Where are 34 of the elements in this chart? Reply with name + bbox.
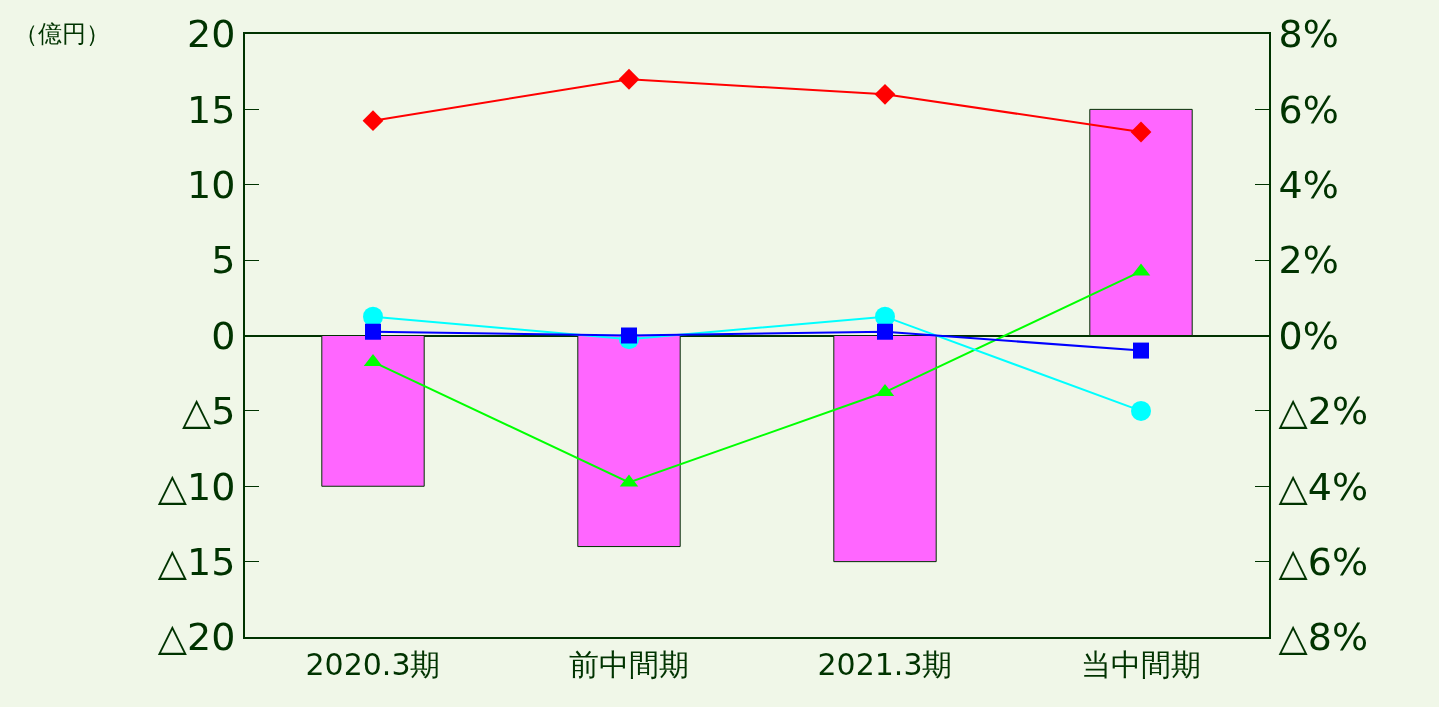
y-tick-label: 0 bbox=[211, 313, 236, 358]
point bbox=[1130, 121, 1152, 143]
point bbox=[877, 323, 893, 340]
y2-tick-label: 6% bbox=[1278, 87, 1339, 132]
point bbox=[1131, 400, 1151, 421]
y2-tick-label: 2% bbox=[1278, 238, 1339, 283]
y2-tick-label: △4% bbox=[1278, 464, 1369, 509]
y2-tick-label: △6% bbox=[1278, 539, 1369, 584]
point bbox=[363, 306, 383, 327]
y2-tick-label: △2% bbox=[1278, 389, 1369, 434]
point bbox=[621, 327, 637, 344]
y-tick-label: △10 bbox=[157, 464, 236, 509]
y-tick-label: 15 bbox=[187, 87, 236, 132]
text: （億円） bbox=[14, 20, 110, 48]
x-tick-label: 2021.3期 bbox=[817, 647, 953, 682]
x-tick-label: 2020.3期 bbox=[305, 647, 441, 682]
x-tick-label: 当中間期 bbox=[1081, 647, 1201, 682]
point bbox=[618, 68, 640, 90]
y-tick-label: △15 bbox=[157, 539, 236, 584]
point bbox=[365, 323, 381, 340]
point bbox=[875, 306, 895, 327]
y2-tick-label: 0% bbox=[1278, 313, 1339, 358]
y-tick-label: 5 bbox=[211, 238, 236, 283]
y-tick-label: 20 bbox=[187, 12, 236, 57]
y2-tick-label: 4% bbox=[1278, 163, 1339, 208]
y-tick-label: 10 bbox=[187, 163, 236, 208]
point bbox=[362, 110, 384, 132]
point bbox=[874, 83, 896, 105]
y2-tick-label: 8% bbox=[1278, 12, 1339, 57]
point bbox=[1133, 342, 1149, 359]
x-tick-label: 前中間期 bbox=[569, 647, 689, 682]
y-tick-label: △5 bbox=[181, 389, 236, 434]
y-tick-label: △20 bbox=[157, 615, 236, 660]
y2-tick-label: △8% bbox=[1278, 615, 1369, 660]
